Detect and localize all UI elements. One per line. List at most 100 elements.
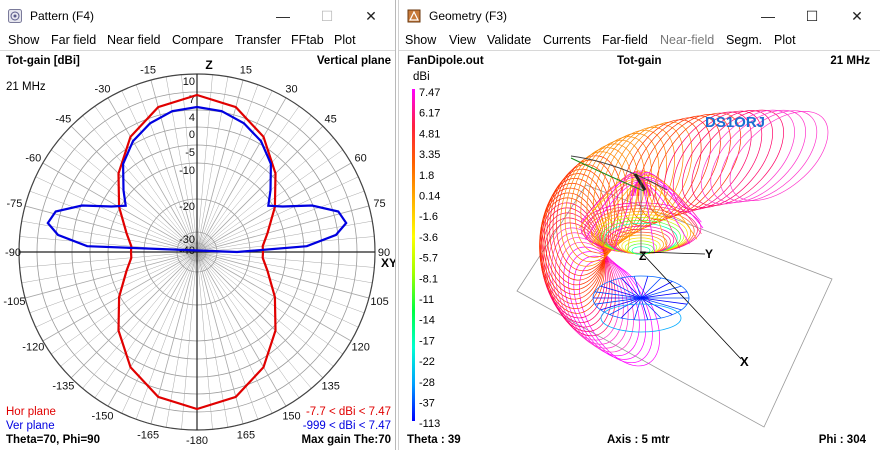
pattern-window-title: Pattern (F4) xyxy=(30,9,95,23)
menu-transfer[interactable]: Transfer xyxy=(235,33,282,47)
geometry-titlebar: Geometry (F3) — ☐ ✕ xyxy=(399,0,880,32)
angle-label: 30 xyxy=(285,83,297,95)
pattern-ring xyxy=(663,111,752,213)
antenna-element xyxy=(633,173,647,191)
angle-label: -105 xyxy=(3,296,25,308)
menu-currents[interactable]: Currents xyxy=(543,33,591,47)
color-scale-value: -11 xyxy=(419,294,434,306)
ground-plane xyxy=(516,184,833,428)
hor-plane-trace xyxy=(117,93,277,411)
radial-scale-label: 7 xyxy=(189,94,195,106)
dome-meridian xyxy=(634,172,680,208)
menu-plot[interactable]: Plot xyxy=(334,33,356,47)
radiation-pattern-3d xyxy=(539,109,829,367)
dome-meridian xyxy=(632,173,690,213)
axis-x-label: X xyxy=(740,354,749,369)
funnel-line xyxy=(640,297,662,319)
pattern-ring xyxy=(710,109,806,204)
color-scale-value: -28 xyxy=(419,377,435,389)
menu-validate[interactable]: Validate xyxy=(487,33,532,47)
menu-view[interactable]: View xyxy=(449,33,476,47)
color-scale-unit: dBi xyxy=(413,71,430,83)
radial-scale-label: 4 xyxy=(189,112,195,124)
dome-meridian xyxy=(638,170,656,203)
close-button[interactable]: ✕ xyxy=(851,8,863,24)
menu-fftab[interactable]: FFtab xyxy=(291,33,324,47)
menu-show[interactable]: Show xyxy=(405,33,437,47)
maximize-button[interactable]: ☐ xyxy=(320,8,334,24)
color-scale-value: -8.1 xyxy=(419,273,438,285)
funnel-line xyxy=(640,297,688,305)
x-axis-line xyxy=(640,251,742,360)
angle-label: 45 xyxy=(325,113,337,125)
menu-separator xyxy=(0,50,395,51)
menu-near-field[interactable]: Near field xyxy=(107,33,161,47)
maximize-button[interactable]: ☐ xyxy=(805,8,819,24)
geometry-window-title: Geometry (F3) xyxy=(429,9,508,23)
color-scale-value: 1.8 xyxy=(419,170,434,182)
menu-far-field[interactable]: Far field xyxy=(51,33,97,47)
angle-label: -30 xyxy=(95,83,111,95)
menu-segm[interactable]: Segm. xyxy=(726,33,763,47)
callsign-label: DS1ORJ xyxy=(705,114,766,131)
radial-scale-label: 10 xyxy=(183,76,195,88)
funnel-rim-lower xyxy=(600,303,682,333)
angle-label: -45 xyxy=(55,113,71,125)
angle-label: -75 xyxy=(6,198,22,210)
angle-label: 90 xyxy=(378,247,390,259)
pattern-ring xyxy=(558,241,634,353)
pattern-ring xyxy=(568,251,647,360)
angle-label: 120 xyxy=(351,342,369,354)
color-scale-value: 3.35 xyxy=(419,149,440,161)
pattern-ring xyxy=(541,212,610,328)
pattern-app-icon xyxy=(8,9,22,23)
dome-meridian xyxy=(636,171,669,205)
pattern-titlebar: Pattern (F4) — ☐ ✕ xyxy=(0,0,395,32)
funnel-line xyxy=(633,297,642,320)
pattern-menubar: Show Far field Near field Compare Transf… xyxy=(0,32,395,50)
pattern-ring xyxy=(637,115,721,221)
geometry-phi: Phi : 304 xyxy=(818,434,866,446)
color-scale-value: -22 xyxy=(419,356,435,368)
angle-label: -120 xyxy=(22,342,44,354)
pattern-ring xyxy=(614,121,693,230)
range-hor-plane: -7.7 < dBi < 7.47 xyxy=(305,406,391,418)
menu-plot[interactable]: Plot xyxy=(774,33,796,47)
color-scale-value: -17 xyxy=(419,335,435,347)
color-scale-value: -1.6 xyxy=(419,211,438,223)
angle-label: -90 xyxy=(5,247,21,259)
funnel-line xyxy=(609,281,642,299)
menu-compare[interactable]: Compare xyxy=(172,33,224,47)
pattern-ring xyxy=(672,110,763,210)
menu-far-field[interactable]: Far-field xyxy=(602,33,648,47)
minimize-button[interactable]: — xyxy=(276,8,290,24)
color-scale-value: -5.7 xyxy=(419,253,438,265)
angle-label: 105 xyxy=(370,296,388,308)
radial-scale-label: -30 xyxy=(179,234,195,246)
pattern-plane-label: Vertical plane xyxy=(316,55,391,67)
color-scale-value: -14 xyxy=(419,315,435,327)
geometry-menubar: Show View Validate Currents Far-field Ne… xyxy=(399,32,880,50)
angle-label: -15 xyxy=(140,64,156,76)
minimize-button[interactable]: — xyxy=(761,8,775,24)
geometry-3d-view: 7.47 6.17 4.81 3.35 1.8 0.14 -1.6 -3.6 -5.7 -8.1 -… xyxy=(412,87,833,430)
pattern-frequency: 21 MHz xyxy=(6,81,46,93)
pattern-max-gain: Max gain The:70 xyxy=(301,434,391,446)
funnel-line xyxy=(600,285,642,299)
menu-near-field[interactable]: Near-field xyxy=(660,33,715,47)
menu-show[interactable]: Show xyxy=(8,33,40,47)
angle-label: 75 xyxy=(373,198,385,210)
color-scale-value: 6.17 xyxy=(419,108,440,120)
range-ver-plane: -999 < dBi < 7.47 xyxy=(302,420,391,432)
geometry-mode: Tot-gain xyxy=(617,55,662,67)
angle-label: 60 xyxy=(355,153,367,165)
close-button[interactable]: ✕ xyxy=(365,8,377,24)
funnel-line xyxy=(594,297,642,305)
funnel-line xyxy=(640,277,662,299)
axis-xy-label: XY xyxy=(381,256,396,270)
pattern-ring xyxy=(586,133,660,245)
pattern-ring xyxy=(682,110,773,208)
funnel-line xyxy=(640,276,649,299)
funnel-line xyxy=(594,291,642,299)
pattern-ring xyxy=(599,126,675,238)
